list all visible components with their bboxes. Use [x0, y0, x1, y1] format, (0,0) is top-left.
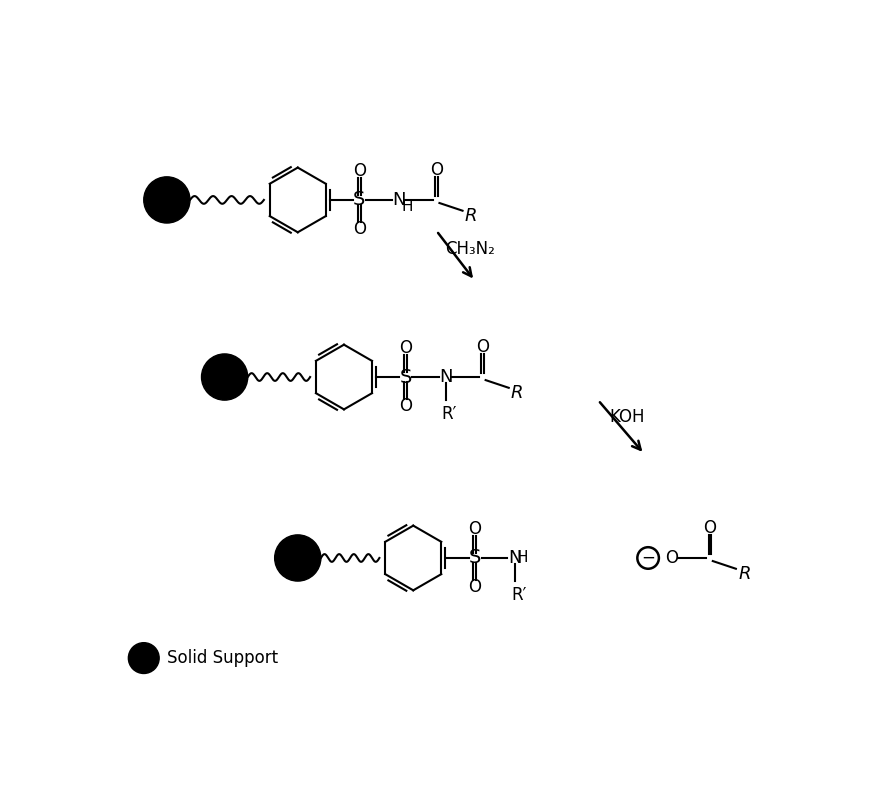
Circle shape [144, 177, 190, 223]
Text: Solid Support: Solid Support [167, 649, 278, 667]
Text: O: O [353, 161, 366, 179]
Text: O: O [469, 519, 481, 538]
Text: R: R [511, 384, 524, 402]
Text: R: R [738, 565, 750, 583]
Text: O: O [664, 549, 678, 567]
Text: −: − [641, 549, 655, 567]
Text: S: S [400, 368, 412, 386]
Text: N: N [392, 191, 406, 209]
Text: O: O [430, 161, 443, 179]
Text: O: O [703, 519, 716, 537]
Text: S: S [354, 190, 366, 209]
Text: H: H [401, 198, 413, 213]
Text: O: O [399, 338, 412, 357]
Text: N: N [509, 549, 522, 567]
Text: H: H [517, 550, 528, 566]
Text: R: R [465, 207, 478, 225]
Circle shape [201, 354, 248, 400]
Text: O: O [469, 578, 481, 597]
Text: O: O [353, 220, 366, 238]
Text: S: S [469, 549, 481, 567]
Text: CH₃N₂: CH₃N₂ [446, 240, 495, 258]
Circle shape [128, 643, 159, 674]
Text: KOH: KOH [610, 408, 645, 426]
Text: O: O [399, 397, 412, 416]
Text: R′: R′ [511, 586, 526, 604]
Text: N: N [439, 368, 453, 386]
Circle shape [275, 535, 321, 581]
Text: O: O [476, 338, 489, 356]
Text: R′: R′ [442, 405, 457, 423]
